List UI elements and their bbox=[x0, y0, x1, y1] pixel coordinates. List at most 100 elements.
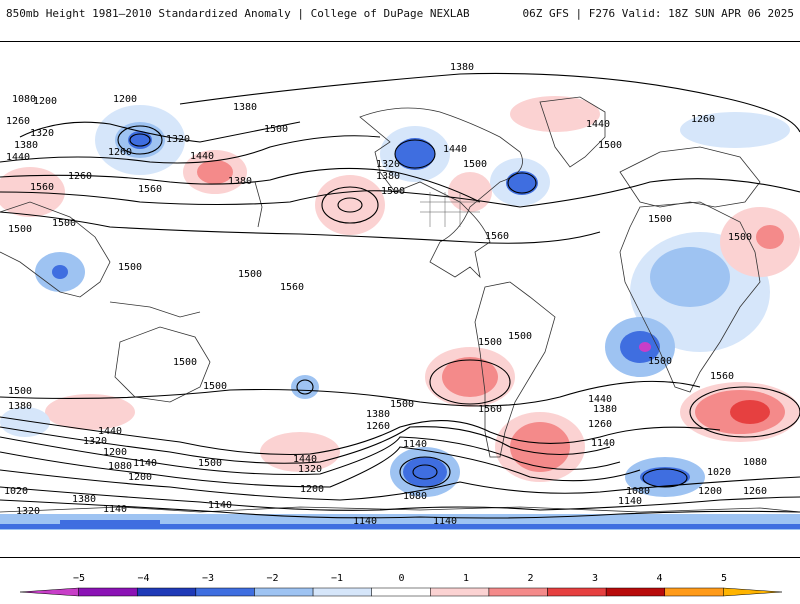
contour-label: 1380 bbox=[14, 140, 38, 151]
contour-label: 1260 bbox=[691, 114, 715, 125]
colorbar-segment bbox=[312, 587, 372, 597]
contour-label: 1020 bbox=[4, 486, 28, 497]
contour-label: 1140 bbox=[618, 496, 642, 507]
anomaly-neg-southern-ocean-1-core bbox=[403, 457, 447, 487]
contour-low-south-2 bbox=[296, 379, 314, 395]
contour-label: 1440 bbox=[293, 454, 317, 465]
contour-label: 1140 bbox=[403, 439, 427, 450]
contour-label: 1320 bbox=[83, 436, 107, 447]
contour-label: 1500 bbox=[118, 262, 142, 273]
contour-label: 1200 bbox=[128, 472, 152, 483]
chart-title: 850mb Height 1981–2010 Standardized Anom… bbox=[6, 7, 470, 20]
contour-label: 1260 bbox=[366, 421, 390, 432]
contour-high-pacific bbox=[321, 186, 379, 224]
colorbar-svg: −5 −4 −3 −2 −1 0 1 2 3 4 5 bbox=[19, 573, 783, 597]
anomaly-neg-nw-canada-core bbox=[395, 138, 435, 170]
contour-label: 1080 bbox=[403, 491, 427, 502]
contour-label: 1380 bbox=[8, 401, 32, 412]
contour-label: 1320 bbox=[298, 464, 322, 475]
contour-1380-wave bbox=[0, 135, 381, 164]
coast-north-america bbox=[359, 107, 523, 279]
anomaly-pos-east-asia-core bbox=[756, 225, 784, 249]
contour-label: 1560 bbox=[30, 182, 54, 193]
contour-label: 1260 bbox=[6, 116, 30, 127]
contour-label: 1260 bbox=[68, 171, 92, 182]
contour-label: 1500 bbox=[508, 331, 532, 342]
contour-label: 1200 bbox=[300, 484, 324, 495]
contour-label: 1200 bbox=[698, 486, 722, 497]
anomaly-pos-greenland bbox=[510, 96, 600, 132]
anomaly-pos-australia-south bbox=[45, 394, 135, 430]
contour-high-s-pacific bbox=[429, 359, 511, 405]
contour-label: 1140 bbox=[133, 458, 157, 469]
contour-label: 1500 bbox=[390, 399, 414, 410]
contour-1140-south bbox=[0, 486, 800, 511]
coast-australia bbox=[114, 326, 211, 403]
contour-label: 1560 bbox=[710, 371, 734, 382]
anomaly-pos-south-atlantic-sw-core bbox=[510, 422, 570, 472]
colorbar-segment bbox=[254, 587, 314, 597]
anomaly-pos-nw-pacific-core bbox=[197, 160, 233, 184]
contour-1500-south bbox=[0, 380, 701, 407]
contour-label: 1140 bbox=[591, 438, 615, 449]
contour-label: 1560 bbox=[280, 282, 304, 293]
anomaly-pos-central-pacific bbox=[315, 175, 385, 235]
contour-1500-wave bbox=[0, 178, 800, 208]
colorbar-segment bbox=[664, 587, 724, 597]
anomaly-neg-asia-west-core bbox=[52, 265, 68, 279]
height-contours bbox=[0, 72, 800, 519]
contour-label: 1320 bbox=[166, 134, 190, 145]
contour-label: 1500 bbox=[728, 232, 752, 243]
contour-label: 1020 bbox=[707, 467, 731, 478]
contour-label: 1200 bbox=[113, 94, 137, 105]
contour-label: 1200 bbox=[103, 447, 127, 458]
contour-1440-south bbox=[0, 416, 721, 456]
contour-label: 1440 bbox=[6, 152, 30, 163]
colorbar-segment bbox=[488, 587, 548, 597]
colorbar-segment bbox=[136, 587, 197, 597]
contour-low-south-3 bbox=[642, 468, 688, 488]
contour-label: 1380 bbox=[376, 171, 400, 182]
contour-1200-south bbox=[0, 469, 800, 501]
contour-label: 1380 bbox=[228, 176, 252, 187]
contour-label: 1500 bbox=[203, 381, 227, 392]
colorbar-tick-label: 4 bbox=[656, 573, 662, 584]
coast-south-america bbox=[474, 281, 556, 458]
colorbar-tick-label: 1 bbox=[463, 573, 469, 584]
anomaly-pos-na-east bbox=[448, 172, 492, 212]
contour-label: 1500 bbox=[478, 337, 502, 348]
contour-label: 1440 bbox=[586, 119, 610, 130]
contour-low-labrador bbox=[507, 172, 537, 194]
colorbar-segment bbox=[605, 587, 666, 597]
contour-label: 1380 bbox=[450, 62, 474, 73]
contour-label: 1380 bbox=[72, 494, 96, 505]
coast-greenland bbox=[539, 96, 606, 168]
coastlines bbox=[0, 96, 800, 513]
contour-label: 1440 bbox=[98, 426, 122, 437]
contour-high-s-indian bbox=[689, 386, 800, 438]
contour-label: 1260 bbox=[108, 147, 132, 158]
contour-label: 1500 bbox=[8, 386, 32, 397]
map-panel: 1380 1200 1260 1320 1380 1440 1560 1500 1500 1260… bbox=[0, 41, 800, 558]
contour-label: 1080 bbox=[12, 94, 36, 105]
header: 850mb Height 1981–2010 Standardized Anom… bbox=[0, 0, 800, 28]
contour-label: 1500 bbox=[648, 356, 672, 367]
contour-label: 1260 bbox=[588, 419, 612, 430]
contour-label: 1320 bbox=[16, 506, 40, 517]
colorbar-tick-label: 0 bbox=[398, 573, 404, 584]
contour-label: 1380 bbox=[593, 404, 617, 415]
contour-low-pacific bbox=[117, 125, 163, 155]
contour-label: 1200 bbox=[33, 96, 57, 107]
contour-label: 1500 bbox=[463, 159, 487, 170]
contour-label: 1320 bbox=[376, 159, 400, 170]
contour-label: 1080 bbox=[626, 486, 650, 497]
contour-low-south-1 bbox=[399, 456, 451, 488]
contour-label: 1500 bbox=[198, 458, 222, 469]
colorbar-segment bbox=[723, 587, 783, 597]
contour-label: 1500 bbox=[52, 218, 76, 229]
contour-label: 1080 bbox=[743, 457, 767, 468]
contour-1320-north bbox=[19, 121, 301, 143]
contour-label: 1500 bbox=[648, 214, 672, 225]
contour-label: 1380 bbox=[366, 409, 390, 420]
anomaly-neg-africa-core bbox=[650, 247, 730, 307]
